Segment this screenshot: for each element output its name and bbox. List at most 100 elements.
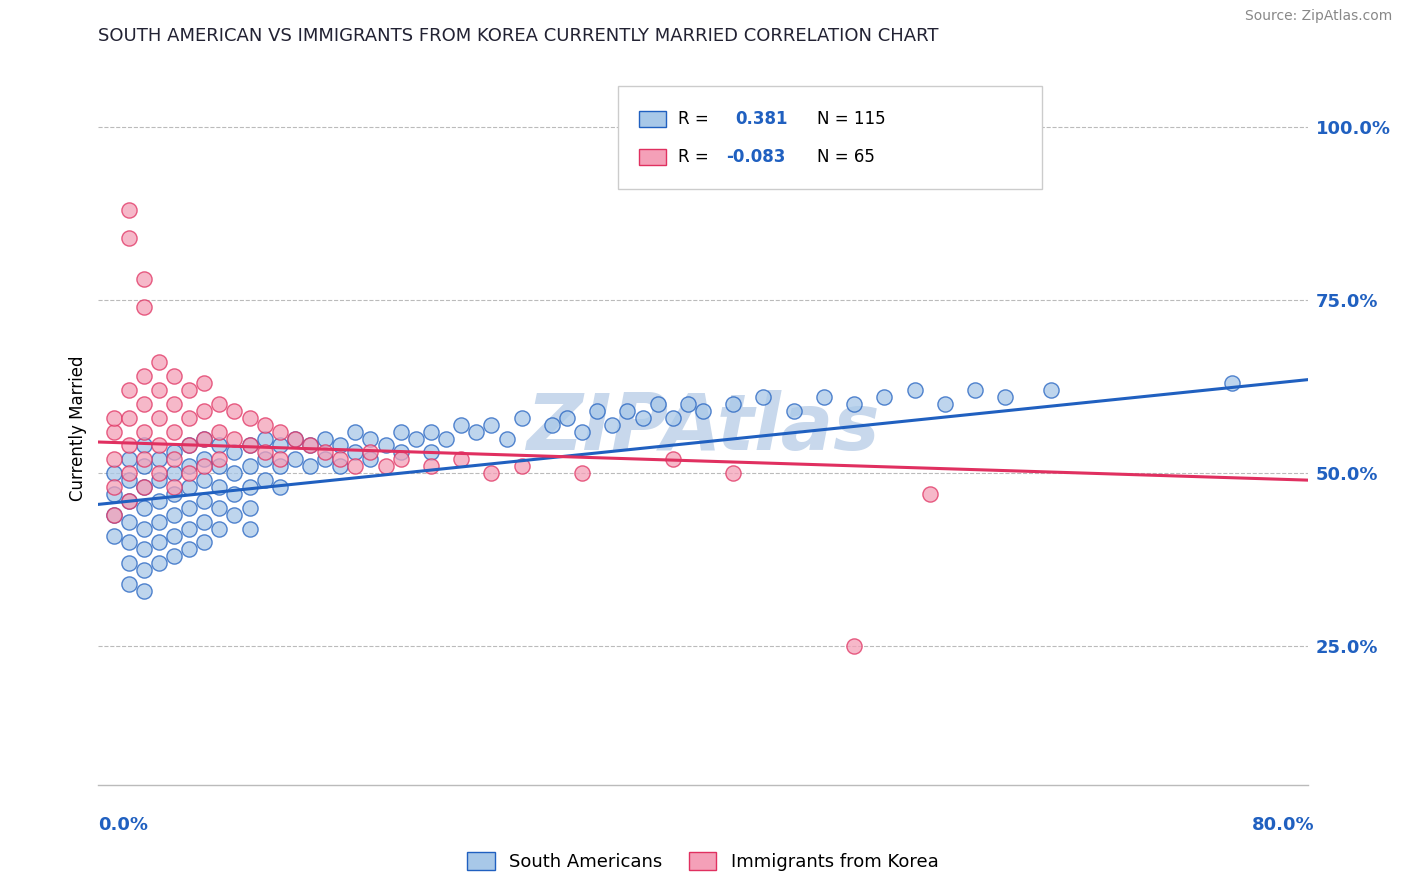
Point [179, 438, 201, 452]
Point [163, 480, 186, 494]
Point [132, 480, 155, 494]
Point [329, 438, 352, 452]
Point [374, 459, 396, 474]
Point [163, 397, 186, 411]
Point [1039, 383, 1062, 397]
Point [329, 459, 352, 474]
Point [208, 522, 231, 536]
Point [314, 452, 336, 467]
Point [239, 438, 262, 452]
Point [481, 466, 503, 480]
Point [314, 445, 336, 459]
Point [269, 452, 291, 467]
Point [239, 480, 262, 494]
Text: Source: ZipAtlas.com: Source: ZipAtlas.com [1244, 9, 1392, 23]
Point [103, 425, 125, 439]
Point [118, 230, 141, 244]
Point [510, 410, 533, 425]
Point [571, 425, 593, 439]
Point [118, 410, 141, 425]
Point [844, 397, 866, 411]
Point [118, 202, 141, 217]
Point [269, 425, 291, 439]
Point [253, 452, 276, 467]
Text: SOUTH AMERICAN VS IMMIGRANTS FROM KOREA CURRENTLY MARRIED CORRELATION CHART: SOUTH AMERICAN VS IMMIGRANTS FROM KOREA … [98, 27, 939, 45]
Bar [638, 149, 665, 165]
Point [179, 459, 201, 474]
Point [193, 535, 215, 549]
Point [132, 584, 155, 599]
Text: N = 65: N = 65 [817, 148, 875, 166]
Point [132, 480, 155, 494]
Point [132, 438, 155, 452]
Point [179, 410, 201, 425]
Point [420, 445, 443, 459]
Point [148, 515, 170, 529]
Point [132, 300, 155, 314]
Point [193, 376, 215, 391]
Point [661, 410, 683, 425]
Point [586, 404, 609, 418]
Point [224, 404, 246, 418]
Point [148, 466, 170, 480]
Point [103, 480, 125, 494]
Point [118, 515, 141, 529]
Y-axis label: Currently Married: Currently Married [69, 355, 87, 501]
Point [208, 459, 231, 474]
Point [179, 480, 201, 494]
Point [661, 452, 683, 467]
Point [148, 383, 170, 397]
Point [344, 459, 367, 474]
Point [118, 473, 141, 487]
Point [284, 432, 307, 446]
Point [450, 452, 472, 467]
Point [179, 438, 201, 452]
Point [465, 425, 488, 439]
Point [179, 466, 201, 480]
Point [224, 432, 246, 446]
Point [253, 432, 276, 446]
Point [132, 459, 155, 474]
Point [434, 432, 457, 446]
Point [103, 410, 125, 425]
Point [269, 480, 291, 494]
Point [118, 452, 141, 467]
Point [148, 494, 170, 508]
Text: ZIPAtlas: ZIPAtlas [526, 390, 880, 467]
Point [571, 466, 593, 480]
Point [163, 549, 186, 564]
Point [239, 410, 262, 425]
Text: 0.0%: 0.0% [98, 816, 149, 834]
Point [193, 494, 215, 508]
Point [208, 480, 231, 494]
Point [118, 556, 141, 570]
Point [132, 452, 155, 467]
Point [132, 272, 155, 286]
Point [103, 508, 125, 522]
Point [179, 383, 201, 397]
Point [224, 466, 246, 480]
Point [118, 494, 141, 508]
Point [602, 417, 624, 432]
Text: -0.083: -0.083 [725, 148, 786, 166]
Point [344, 425, 367, 439]
Point [676, 397, 699, 411]
Point [132, 563, 155, 577]
Point [360, 432, 382, 446]
Point [118, 466, 141, 480]
Point [239, 459, 262, 474]
Point [118, 494, 141, 508]
Point [148, 535, 170, 549]
Point [844, 640, 866, 654]
Point [405, 432, 427, 446]
Text: N = 115: N = 115 [817, 111, 886, 128]
Point [148, 410, 170, 425]
Point [208, 500, 231, 515]
Point [647, 397, 669, 411]
Point [239, 438, 262, 452]
Point [269, 459, 291, 474]
Point [118, 577, 141, 591]
Point [420, 425, 443, 439]
Point [132, 369, 155, 384]
Point [374, 438, 396, 452]
